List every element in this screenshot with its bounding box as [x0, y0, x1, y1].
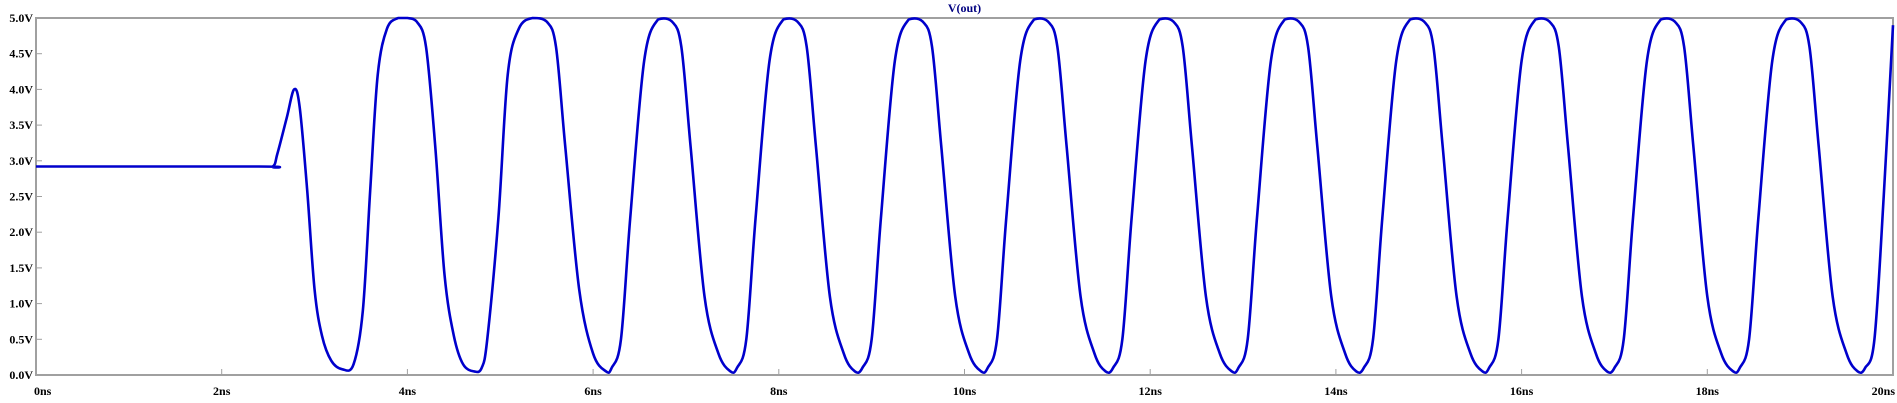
y-tick-label: 4.5V	[9, 47, 33, 61]
x-tick-label: 4ns	[399, 384, 417, 398]
x-tick-label: 12ns	[1139, 384, 1163, 398]
y-tick-label: 2.5V	[9, 190, 33, 204]
chart-title: V(out)	[948, 1, 981, 15]
x-tick-label: 10ns	[953, 384, 977, 398]
y-tick-label: 3.5V	[9, 118, 33, 132]
y-tick-label: 0.0V	[9, 368, 33, 382]
x-axis-ticks: 0ns 2ns 4ns 6ns 8ns 10ns 12ns 14ns 16ns 18ns 20ns	[34, 369, 1895, 398]
series-line-vout	[36, 16, 1895, 375]
x-tick-label: 20ns	[1872, 384, 1896, 398]
y-tick-label: 2.0V	[9, 225, 33, 239]
x-tick-label: 16ns	[1510, 384, 1534, 398]
x-tick-label: 2ns	[213, 384, 231, 398]
y-tick-label: 3.0V	[9, 154, 33, 168]
plot-frame	[35, 17, 1894, 376]
y-tick-label: 1.5V	[9, 261, 33, 275]
x-tick-label: 8ns	[770, 384, 788, 398]
y-tick-label: 4.0V	[9, 82, 33, 96]
series-group	[36, 16, 1895, 375]
y-axis-ticks: 0.0V 0.5V 1.0V 1.5V 2.0V 2.5V 3.0V 3.5V 4.0V 4.5V…	[9, 11, 42, 382]
y-tick-label: 0.5V	[9, 332, 33, 346]
x-tick-label: 0ns	[34, 384, 52, 398]
y-tick-label: 5.0V	[9, 11, 33, 25]
x-tick-label: 14ns	[1324, 384, 1348, 398]
y-tick-label: 1.0V	[9, 297, 33, 311]
x-tick-label: 6ns	[584, 384, 602, 398]
x-tick-label: 18ns	[1696, 384, 1720, 398]
